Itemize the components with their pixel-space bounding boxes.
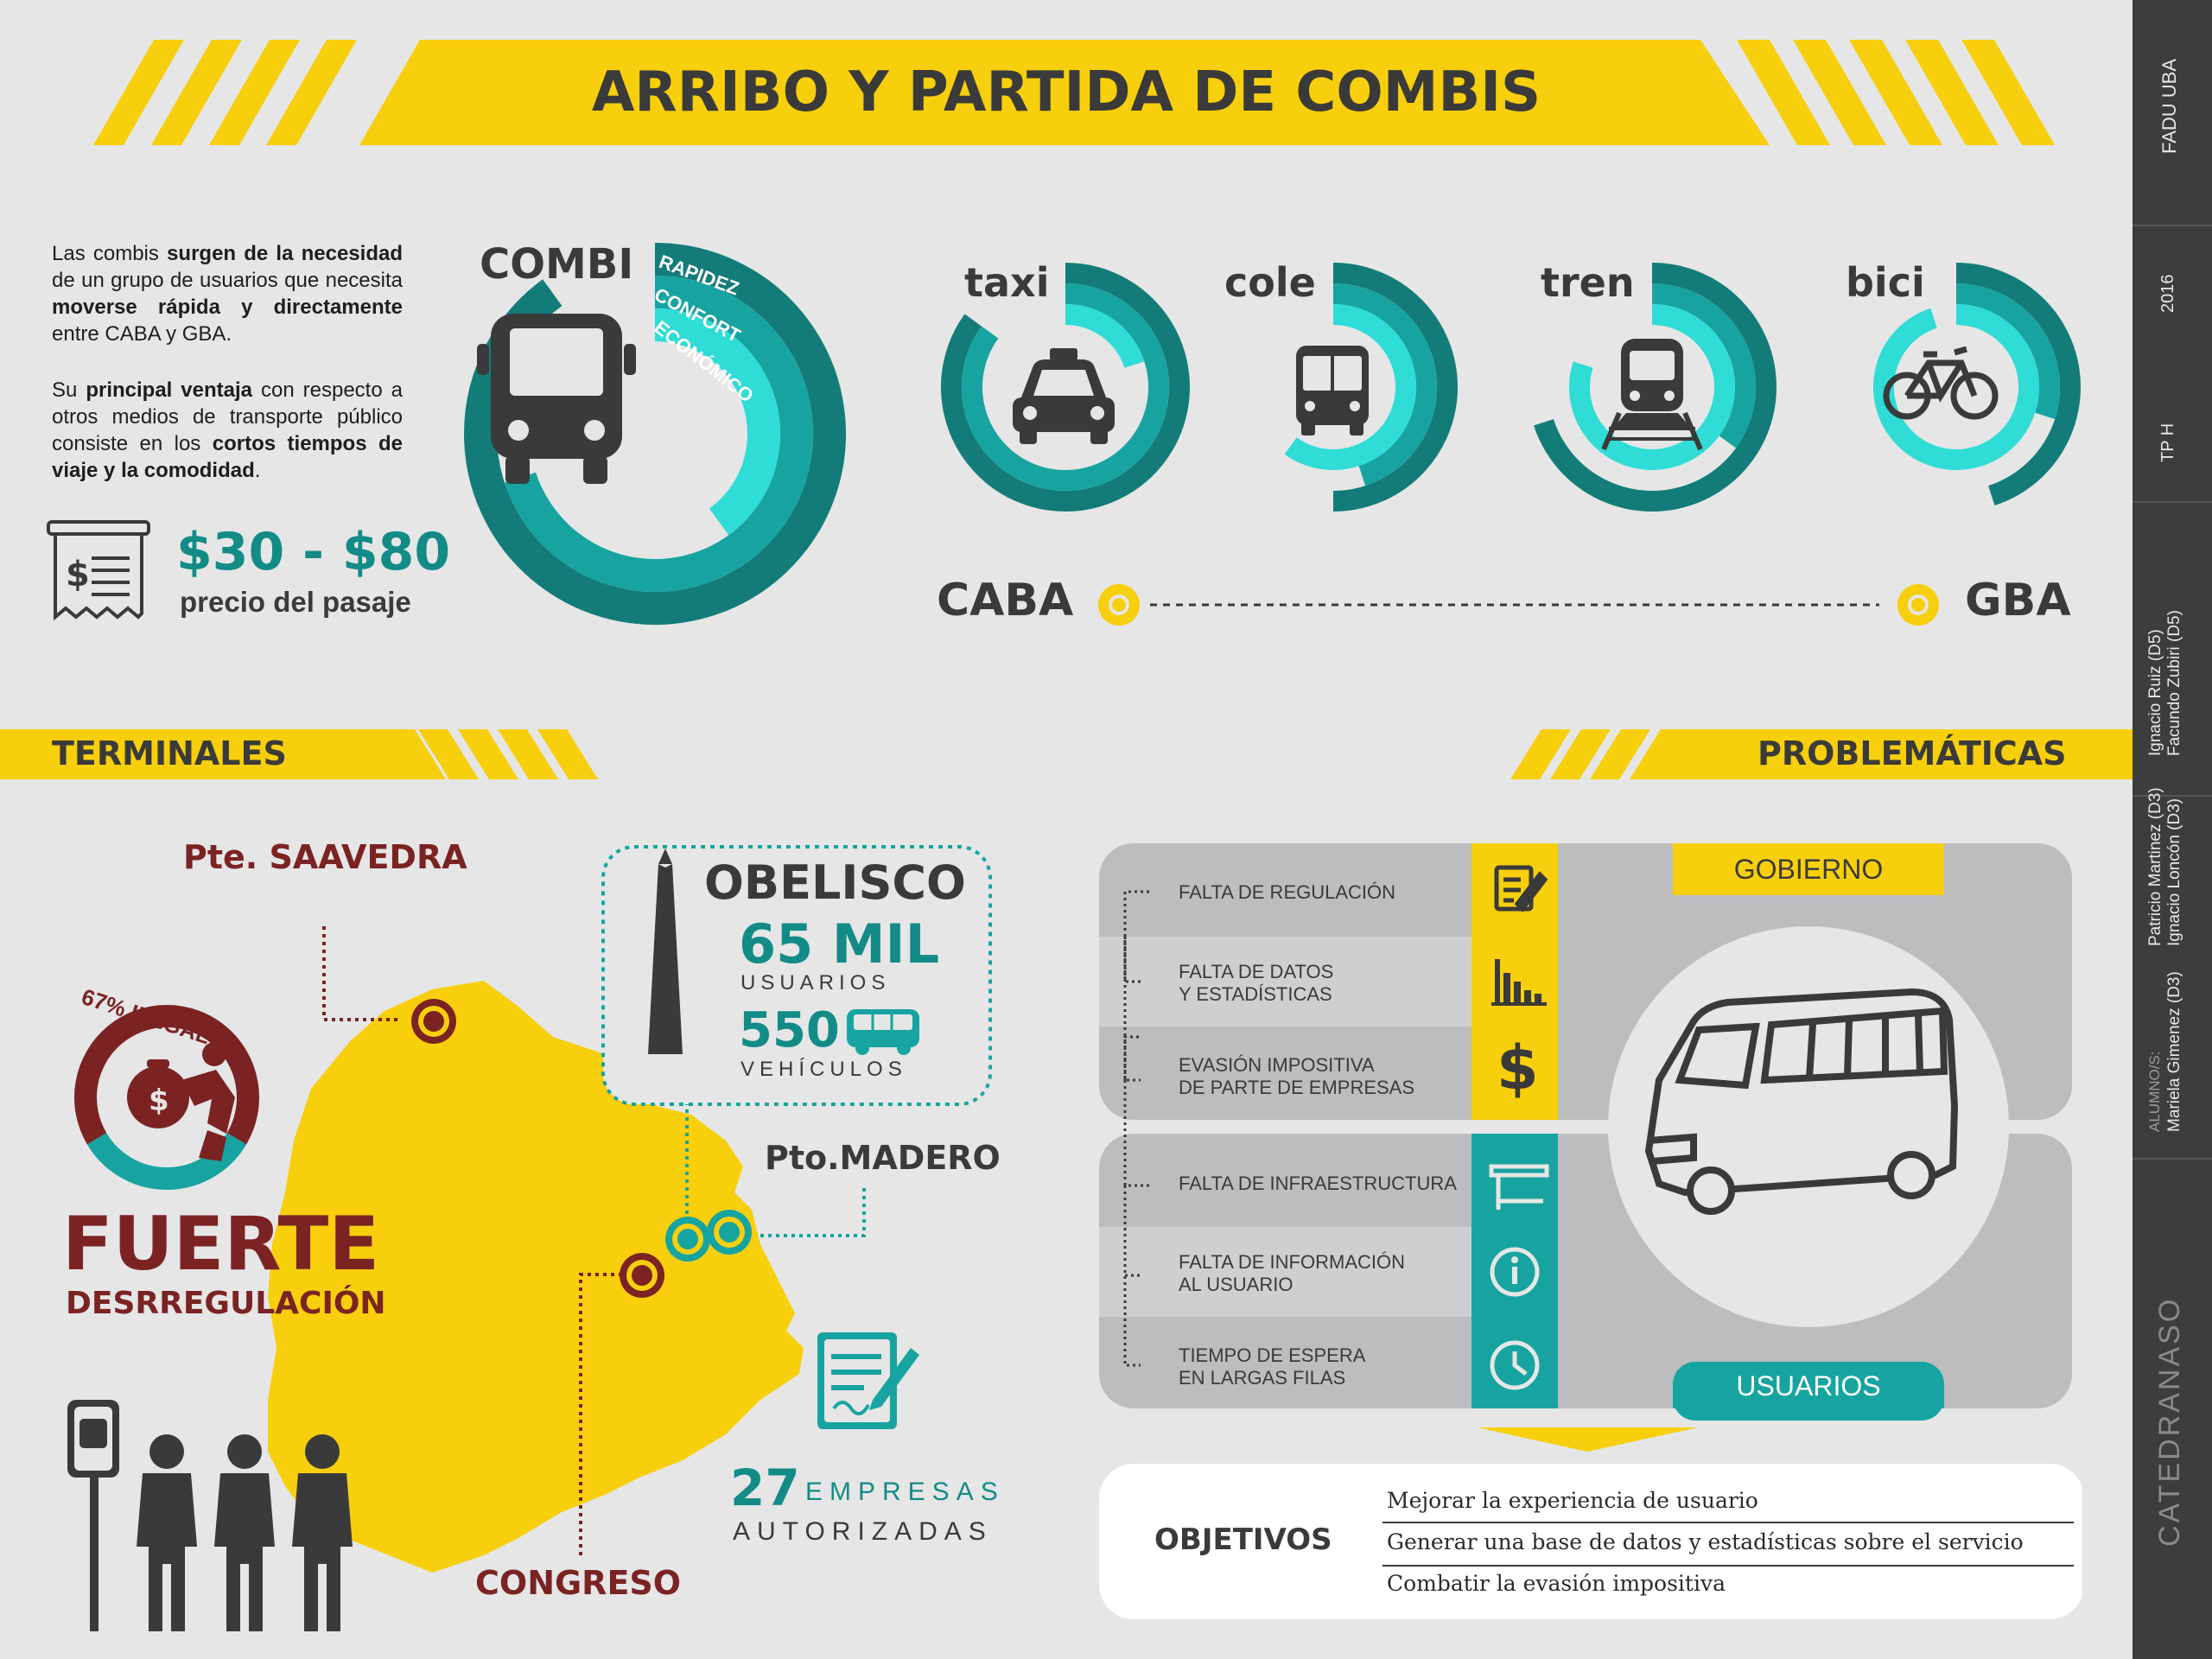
objetivo-3: Combatir la evasión impositiva	[1387, 1571, 1726, 1596]
credit-4: Ignacio Loncón (D3)	[2165, 798, 2183, 946]
route-from: CABA	[937, 575, 1074, 626]
route-to: GBA	[1965, 575, 2071, 626]
clock-icon	[1490, 1340, 1540, 1390]
ring-combi-rapidez	[464, 243, 846, 625]
gobierno-badge: GOBIERNO	[1733, 854, 1884, 885]
problem-row-5: FALTA DE INFORMACIÓN AL USUARIO	[1179, 1251, 1405, 1295]
receipt-icon: $	[47, 520, 150, 621]
ring-taxi-confort	[962, 283, 1169, 491]
route-line	[1098, 584, 1939, 626]
objetivo-2: Generar una base de datos y estadísticas…	[1387, 1529, 2024, 1554]
combi-bus-icon	[477, 314, 636, 484]
ring-combi-economico	[654, 308, 780, 536]
problem-row-2: FALTA DE DATOS Y ESTADÍSTICAS	[1179, 961, 1334, 1005]
intro-paragraph-1: Las combis surgen de la necesidad de un …	[52, 242, 403, 346]
price-label: precio del pasaje	[180, 586, 411, 618]
section-banners	[0, 729, 2133, 779]
madero-label: Pto.MADERO	[765, 1139, 1001, 1177]
usuarios-label: USUARIOS	[741, 971, 891, 995]
train-icon	[1601, 339, 1703, 451]
bus-stop-icon	[67, 1400, 119, 1631]
congreso-label: CONGRESO	[475, 1564, 682, 1602]
credit-3: Patricio Martinez (D3)	[2146, 787, 2164, 946]
objetivos-title: OBJETIVOS	[1154, 1522, 1332, 1557]
desregulacion-label: DESRREGULACIÓN	[66, 1286, 386, 1321]
bicycle-icon	[1883, 346, 1999, 420]
mode-label-combi: COMBI	[480, 240, 634, 289]
credits-sidebar	[2133, 0, 2212, 1659]
ring-tren-rapidez	[1534, 263, 1777, 512]
terminales-title: TERMINALES	[52, 734, 287, 772]
terminales-map: $	[67, 845, 992, 1631]
obelisco-icon	[648, 864, 683, 1054]
problem-row-6: TIEMPO DE ESPERA EN LARGAS FILAS	[1179, 1344, 1366, 1389]
ring-cole-rapidez	[1332, 263, 1458, 512]
van-icon	[1644, 988, 1959, 1215]
problematicas-panel: $	[1099, 843, 2082, 1619]
ring-bici-economico	[1873, 304, 2039, 470]
alumnos-label: ALUMNO/S:	[2146, 1051, 2163, 1132]
transport-rings	[464, 243, 2081, 625]
ring-taxi-rapidez	[941, 263, 1190, 512]
saavedra-label: Pte. SAAVEDRA	[183, 838, 467, 876]
bus-shelter-icon	[1489, 1164, 1549, 1210]
mode-label-bici: bici	[1846, 259, 1925, 306]
problem-row-4: FALTA DE INFRAESTRUCTURA	[1179, 1173, 1457, 1194]
dollar-icon: $	[1497, 1033, 1539, 1103]
problematicas-title: PROBLEMÁTICAS	[1758, 734, 2067, 772]
people-queue-icon	[137, 1434, 353, 1631]
bus-icon	[1296, 346, 1369, 435]
ilegal-ring-arc	[74, 1005, 259, 1145]
empresas-count: 27	[730, 1459, 800, 1517]
svg-text:$: $	[149, 1084, 169, 1118]
ring-cole-confort	[1332, 283, 1437, 486]
credit-1: Ignacio Ruiz (D5)	[2146, 629, 2164, 756]
contract-icon	[817, 1332, 919, 1429]
catedra-label: CATEDRANASO	[2153, 1296, 2186, 1547]
small-bus-icon	[847, 1009, 919, 1055]
problem-row-3: EVASIÓN IMPOSITIVA DE PARTE DE EMPRESAS	[1179, 1054, 1415, 1098]
empresas-label: EMPRESAS	[805, 1478, 1005, 1506]
ring-tren-economico	[1569, 304, 1735, 470]
obelisco-label: OBELISCO	[704, 855, 966, 910]
credit-5: Mariela Gimenez (D3)	[2165, 971, 2183, 1132]
credit-2: Facundo Zubiri (D5)	[2165, 610, 2183, 756]
document-edit-icon	[1494, 865, 1548, 912]
objetivo-1: Mejorar la experiencia de usuario	[1387, 1488, 1758, 1513]
fadu-label: FADU UBA	[2158, 58, 2180, 154]
ring-bici-rapidez	[1955, 263, 2081, 505]
taxi-icon	[1013, 348, 1115, 444]
year-label: 2016	[2158, 274, 2177, 314]
autorizadas-label: AUTORIZADAS	[733, 1517, 993, 1546]
header-banner	[93, 40, 2055, 145]
ring-taxi-economico	[1065, 304, 1145, 369]
info-icon	[1490, 1247, 1540, 1297]
usuarios-badge: USUARIOS	[1736, 1370, 1881, 1402]
usuarios-count: 65 MIL	[739, 912, 940, 976]
ring-combi-confort	[504, 276, 813, 592]
mode-label-tren: tren	[1541, 259, 1635, 306]
mode-label-taxi: taxi	[964, 259, 1050, 306]
intro-paragraph-2: Su principal ventaja con respecto a otro…	[52, 378, 404, 482]
price-range: $30 - $80	[176, 522, 451, 582]
ring-tren-confort	[1651, 283, 1756, 448]
problem-row-1: FALTA DE REGULACIÓN	[1179, 881, 1396, 903]
ring-bici-confort	[1955, 283, 2060, 420]
page-title: ARRIBO Y PARTIDA DE COMBIS	[591, 60, 1541, 124]
caba-map-shape	[268, 981, 804, 1573]
thief-icon	[127, 1042, 235, 1161]
vehiculos-label: VEHÍCULOS	[741, 1058, 907, 1081]
bar-chart-icon	[1491, 959, 1547, 1006]
vehiculos-count: 550	[739, 1002, 840, 1058]
ring-cole-economico	[1284, 304, 1416, 470]
svg-text:$: $	[66, 555, 90, 594]
tp-label: TP H	[2158, 423, 2177, 462]
fuerte-label: FUERTE	[62, 1201, 380, 1287]
mode-label-cole: cole	[1224, 259, 1316, 306]
